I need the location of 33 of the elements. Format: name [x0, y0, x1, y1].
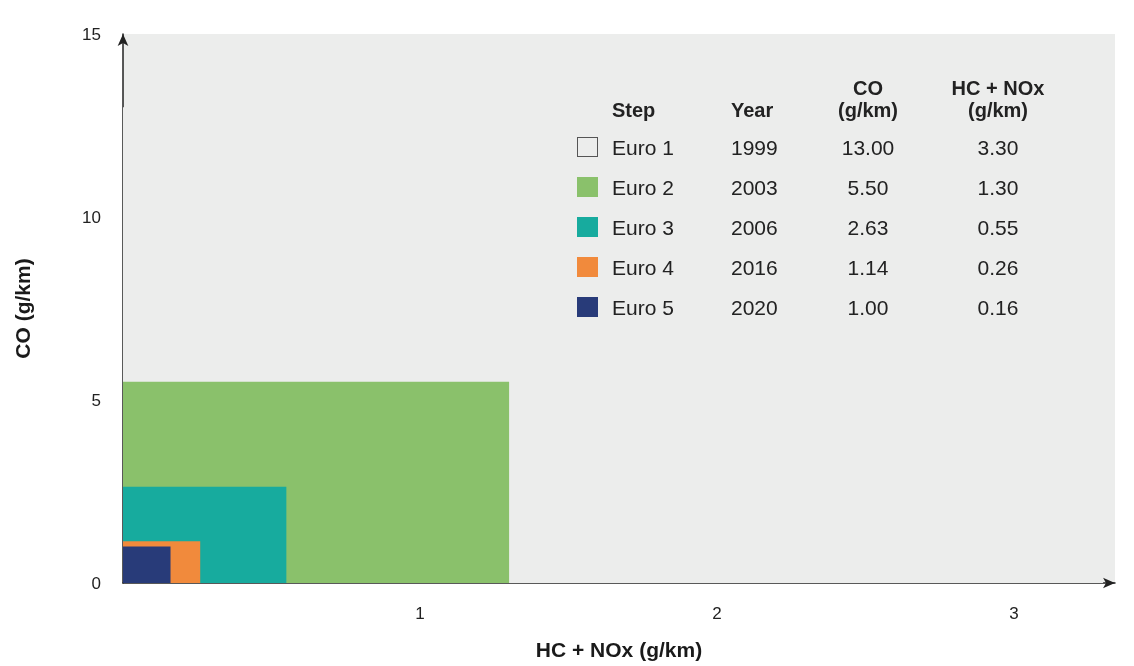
annotation: 1.30	[976, 176, 1020, 199]
x-axis-title: HC + NOx (g/km)	[535, 638, 703, 661]
legend-label: Euro 3	[612, 216, 674, 239]
annotation: 2003	[731, 176, 778, 199]
annotation: 13.00	[840, 136, 896, 159]
annotation: 3.30	[976, 136, 1020, 159]
legend-label: Euro 2	[612, 176, 674, 199]
legend-label: Euro 4	[612, 256, 674, 279]
annotation: 2006	[731, 216, 778, 239]
y-tick-label: 0	[91, 573, 101, 593]
annotation: 2016	[731, 256, 778, 279]
legend-title: Step	[612, 99, 656, 121]
x-tick-label: 3	[1009, 604, 1019, 623]
annotation: 0.16	[976, 296, 1020, 319]
series-label: Euro 1	[612, 136, 674, 159]
y-tick-label: 10	[82, 207, 101, 227]
annotation: 0.55	[976, 216, 1020, 239]
annotation: Year	[731, 99, 774, 121]
x-tick-label: 1	[415, 604, 425, 623]
annotation: CO (g/km)	[837, 77, 899, 121]
x-tick-label: 2	[712, 604, 722, 623]
y-axis-title: CO (g/km)	[11, 258, 34, 359]
annotation: 1999	[731, 136, 778, 159]
y-tick-label: 15	[82, 24, 101, 44]
annotation: 5.50	[846, 176, 890, 199]
annotation: 1.00	[846, 296, 890, 319]
annotation: 2.63	[846, 216, 890, 239]
legend-label: Euro 5	[612, 296, 674, 319]
y-tick-label: 5	[91, 390, 101, 410]
annotation: 1.14	[846, 256, 890, 279]
annotation: 0.26	[976, 256, 1020, 279]
annotation: HC + NOx (g/km)	[950, 77, 1046, 121]
annotation: 2020	[731, 296, 778, 319]
